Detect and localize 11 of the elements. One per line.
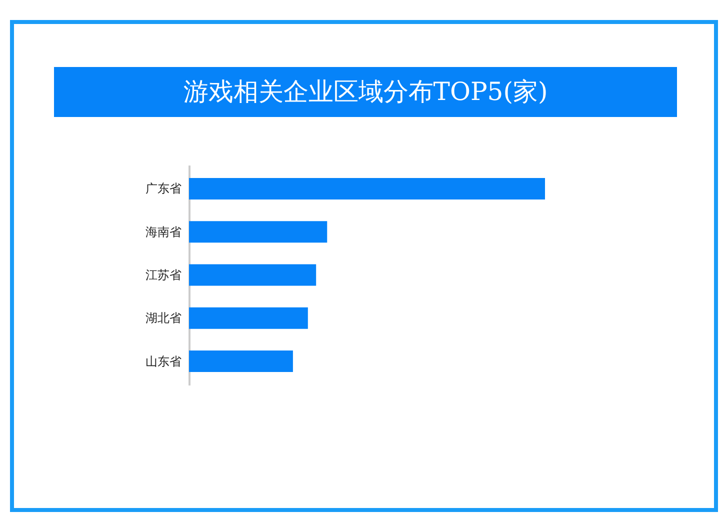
bar [189,221,328,243]
chart-title: 游戏相关企业区域分布TOP5(家) [54,67,677,117]
y-tick-label: 山东省 [146,354,182,368]
bar [189,350,293,372]
bar [189,178,545,200]
bar [189,307,308,329]
y-tick-label: 广东省 [146,182,182,196]
bar [189,264,316,286]
y-tick-label: 湖北省 [146,311,182,326]
y-tick-label: 海南省 [146,224,182,239]
y-tick-label: 江苏省 [146,268,182,282]
